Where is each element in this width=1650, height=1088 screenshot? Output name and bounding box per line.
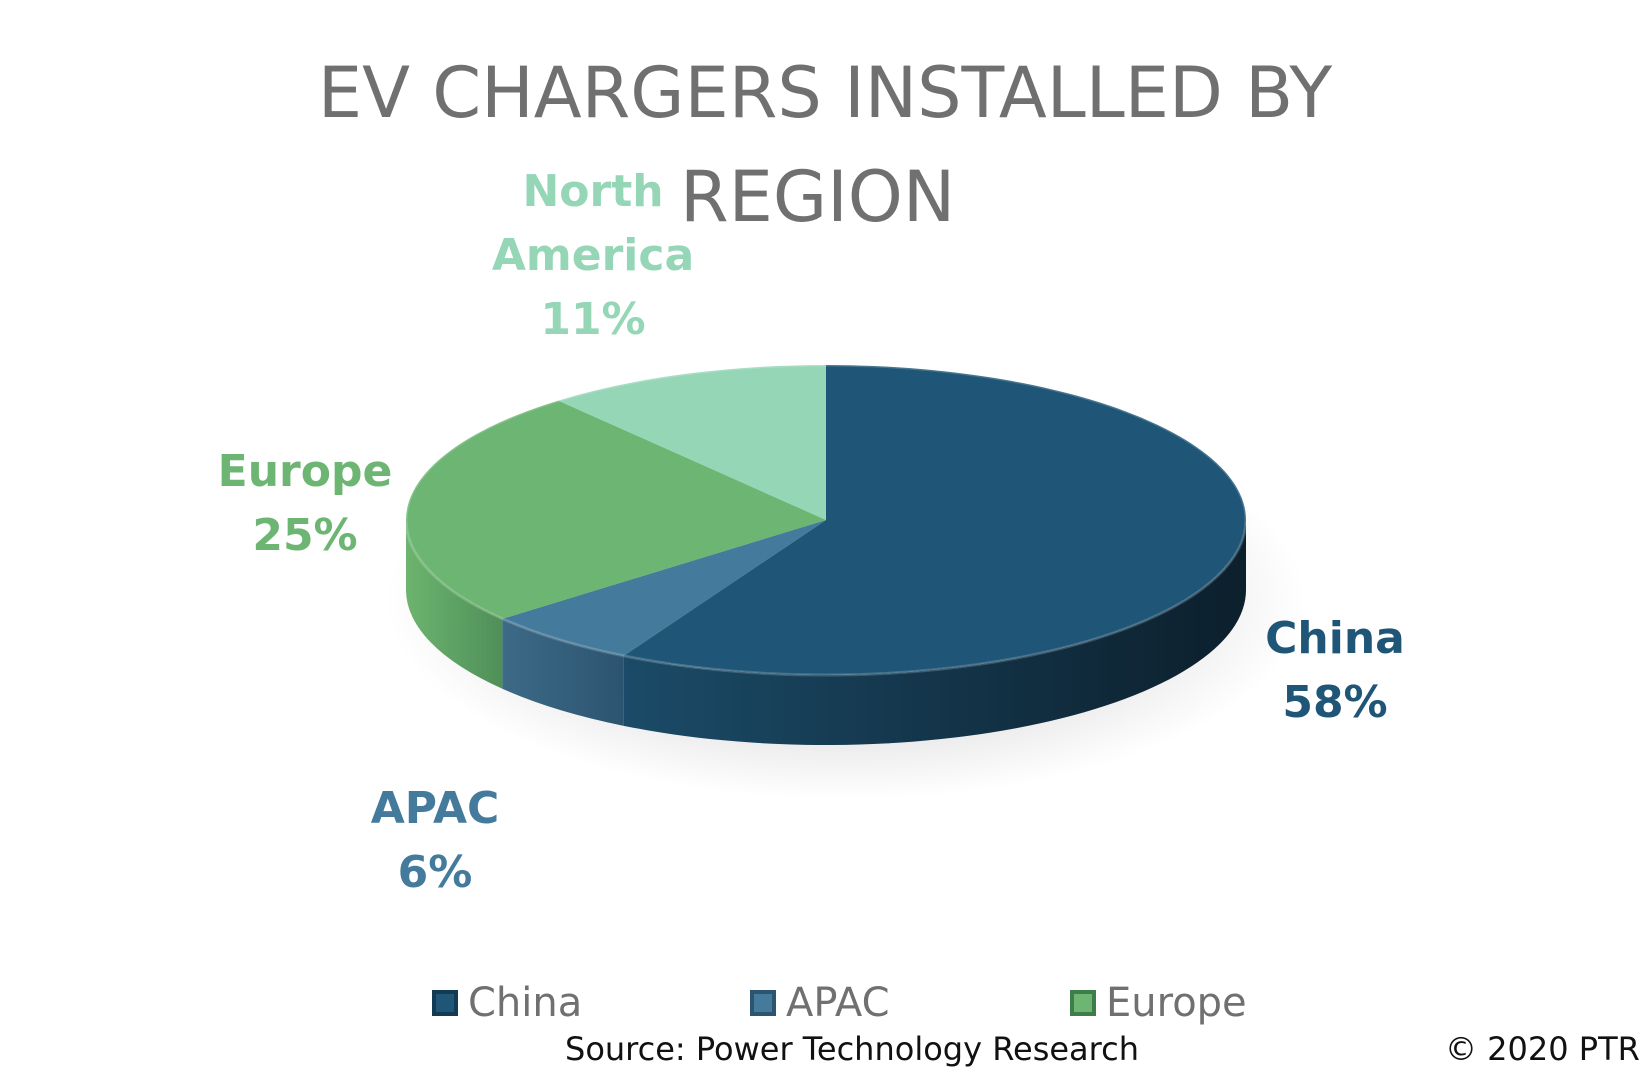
label-china-value: 58% xyxy=(1282,677,1388,728)
pie-slice-north-america xyxy=(558,365,826,520)
chart-title-line-1: EV CHARGERS INSTALLED BY xyxy=(317,52,1333,134)
pie-rim xyxy=(404,363,1248,677)
legend-swatch-china xyxy=(432,990,458,1016)
legend-label-china: China xyxy=(468,980,583,1026)
pie-side-apac xyxy=(502,618,624,726)
label-apac: APAC 6% xyxy=(345,777,525,905)
legend-item-apac: APAC xyxy=(750,978,890,1028)
legend-swatch-europe xyxy=(1070,990,1096,1016)
pie-slice-europe xyxy=(405,400,826,619)
label-europe: Europe 25% xyxy=(205,440,405,568)
copyright-text: © 2020 PTR xyxy=(1445,1030,1640,1068)
pie-group xyxy=(386,363,1306,800)
legend-label-apac: APAC xyxy=(786,980,890,1026)
label-apac-value: 6% xyxy=(397,847,473,898)
pie-side-europe xyxy=(406,520,503,689)
chart-title-line-2: REGION xyxy=(680,156,956,238)
label-china: China 58% xyxy=(1245,607,1425,735)
label-north-america-name-2: America xyxy=(491,230,695,281)
legend-swatch-apac xyxy=(750,990,776,1016)
source-text: Source: Power Technology Research xyxy=(565,1030,1139,1068)
label-china-name: China xyxy=(1265,613,1405,664)
pie-side-china xyxy=(623,520,1246,745)
legend-item-europe: Europe xyxy=(1070,978,1247,1028)
label-europe-name: Europe xyxy=(217,446,393,497)
label-apac-name: APAC xyxy=(370,783,500,834)
legend-item-china: China xyxy=(432,978,582,1028)
label-europe-value: 25% xyxy=(252,510,358,561)
label-north-america: North America 11% xyxy=(468,160,718,352)
label-north-america-value: 11% xyxy=(540,294,646,345)
pie-slice-china xyxy=(623,365,1246,675)
pie-slice-apac xyxy=(502,520,826,656)
legend-label-europe: Europe xyxy=(1106,980,1247,1026)
label-north-america-name-1: North xyxy=(522,166,664,217)
